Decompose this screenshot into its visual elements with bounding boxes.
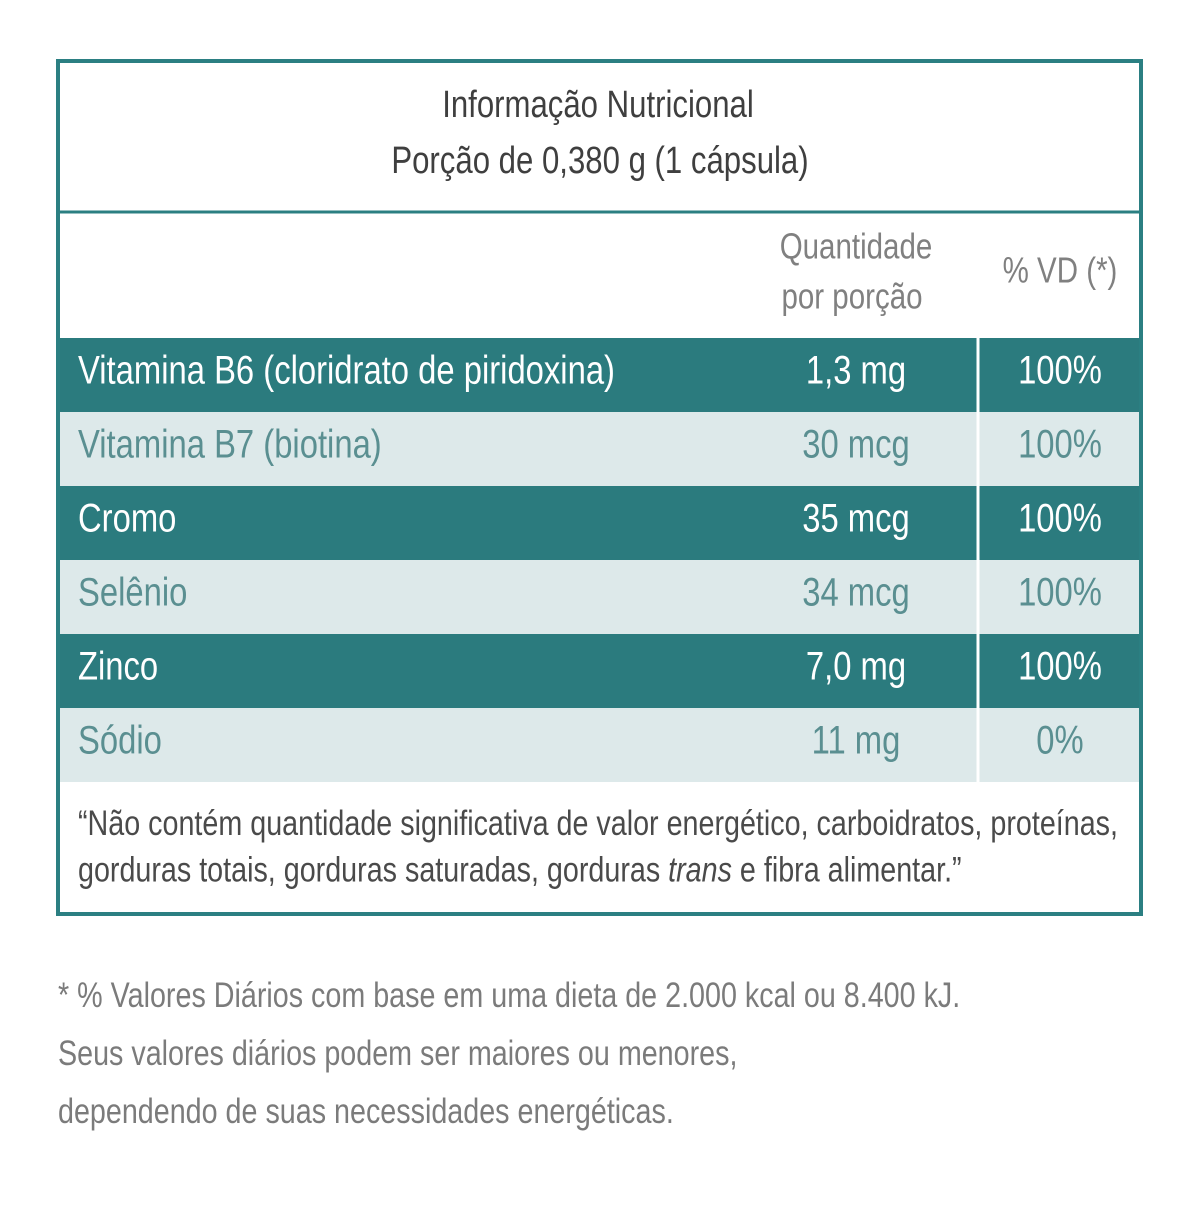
nutrient-name: Selênio bbox=[78, 569, 187, 614]
table-body: Vitamina B6 (cloridrato de piridoxina) 1,… bbox=[60, 338, 1139, 782]
note: “Não contém quantidade significativa de … bbox=[78, 804, 1118, 843]
portion: Porção de 0,380 g (1 cápsula) bbox=[391, 140, 808, 182]
nutrient-vd: 100% bbox=[1018, 347, 1102, 392]
nutrient-name: Zinco bbox=[78, 643, 158, 688]
nutrient-vd: 100% bbox=[1018, 569, 1102, 614]
nutrient-amount: 11 mg bbox=[812, 717, 901, 762]
column-header: Quantidade bbox=[780, 226, 933, 266]
footnote: dependendo de suas necessidades energéti… bbox=[58, 1092, 674, 1131]
nutrient-name: Vitamina B6 (cloridrato de piridoxina) bbox=[78, 347, 615, 392]
row-background bbox=[60, 338, 1139, 412]
title: Informação Nutricional bbox=[442, 84, 754, 126]
footnote: Seus valores diários podem ser maiores o… bbox=[58, 1034, 737, 1073]
nutrient-amount: 1,3 mg bbox=[806, 347, 906, 392]
footnote: * % Valores Diários com base em uma diet… bbox=[58, 976, 960, 1015]
note-italic: trans bbox=[668, 851, 732, 890]
nutrient-vd: 0% bbox=[1036, 717, 1083, 762]
row-background bbox=[60, 560, 1139, 634]
note: gorduras totais, gorduras saturadas, gor… bbox=[78, 851, 962, 890]
nutrient-name: Cromo bbox=[78, 495, 176, 540]
row-background bbox=[60, 708, 1139, 782]
nutrient-name: Vitamina B7 (biotina) bbox=[78, 421, 382, 466]
row-background bbox=[60, 412, 1139, 486]
note-text: e fibra alimentar.” bbox=[740, 851, 962, 890]
nutrient-vd: 100% bbox=[1018, 643, 1102, 688]
note-text: gorduras totais, gorduras saturadas, gor… bbox=[78, 851, 660, 890]
row-background bbox=[60, 634, 1139, 708]
nutrient-name: Sódio bbox=[78, 717, 162, 762]
nutrient-amount: 35 mcg bbox=[802, 495, 910, 540]
row-background bbox=[60, 486, 1139, 560]
column-header: por porção bbox=[781, 276, 922, 316]
nutrient-amount: 30 mcg bbox=[802, 421, 910, 466]
nutrient-vd: 100% bbox=[1018, 421, 1102, 466]
nutrient-vd: 100% bbox=[1018, 495, 1102, 540]
nutrient-amount: 7,0 mg bbox=[806, 643, 906, 688]
column-header: % VD (*) bbox=[1003, 250, 1118, 290]
nutrient-amount: 34 mcg bbox=[802, 569, 910, 614]
